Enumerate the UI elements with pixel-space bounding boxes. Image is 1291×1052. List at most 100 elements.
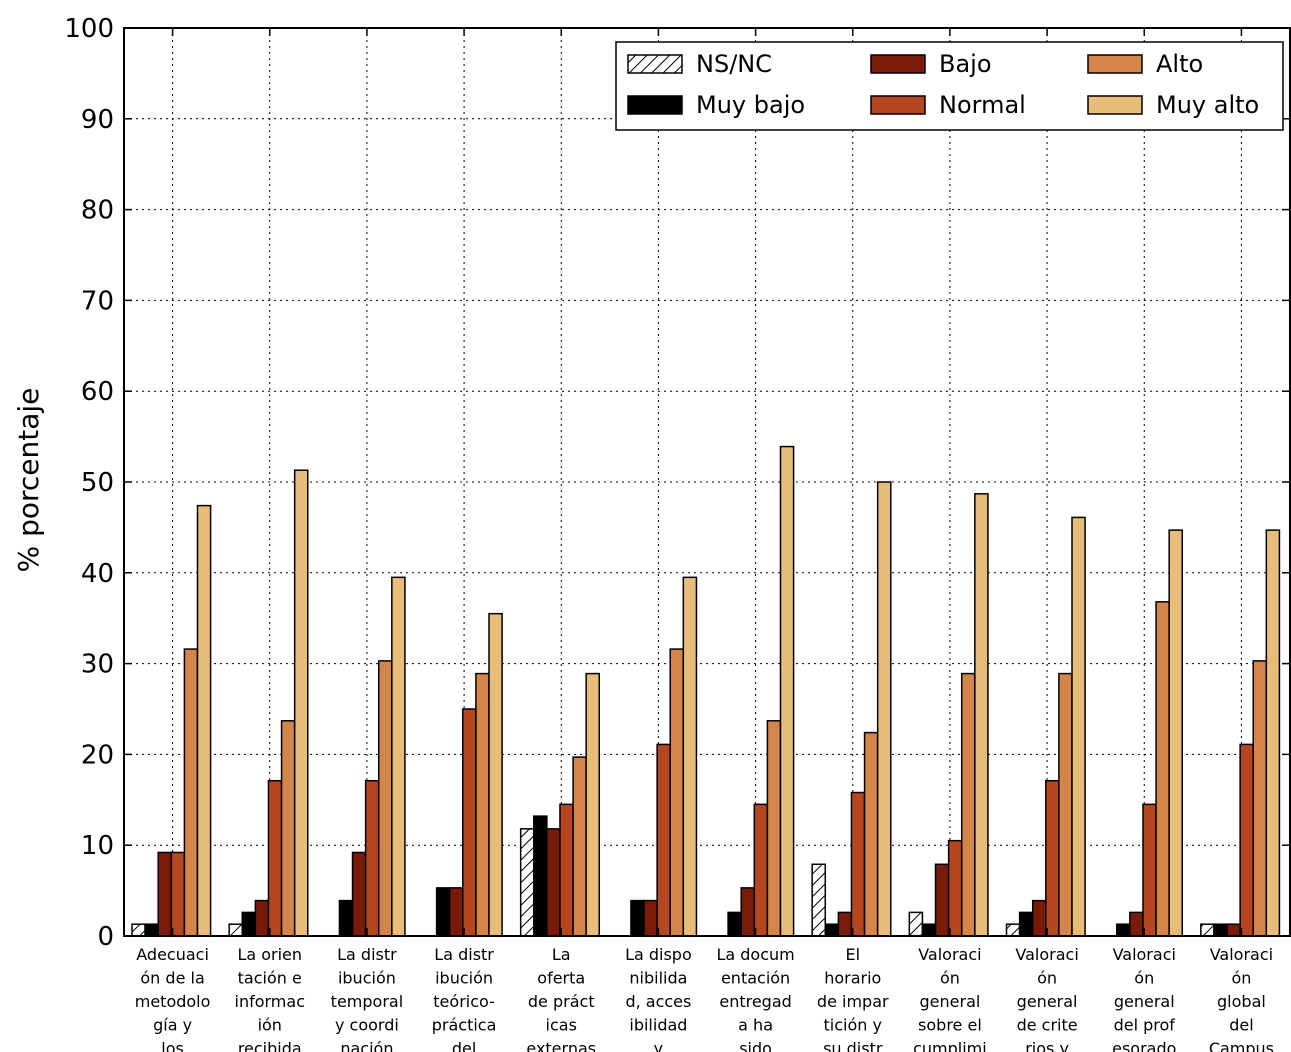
y-tick-label-20: 20 (81, 740, 114, 770)
x-category-label-4: La oferta de práct icas externas (526, 945, 596, 1052)
y-tick-label-30: 30 (81, 650, 114, 680)
bar-alto-6 (766, 720, 782, 937)
bar-alto-2 (377, 660, 393, 937)
bar-bajo-10 (1129, 911, 1144, 937)
bar-ns-nc-8 (908, 911, 924, 937)
x-category-label-6: La docum entación entregad a ha sido (716, 945, 794, 1052)
bar-muy-alto-11 (1265, 529, 1281, 937)
bar-normal-1 (267, 779, 283, 937)
bar-bajo-6 (740, 887, 756, 937)
y-tick-label-100: 100 (64, 14, 114, 44)
bar-alto-5 (669, 648, 685, 937)
legend-swatch-ns-nc (627, 54, 683, 74)
bar-alto-0 (183, 648, 199, 937)
y-tick-label-70: 70 (81, 286, 114, 316)
x-category-label-9: Valoraci ón general de crite rios y (1015, 945, 1078, 1052)
bar-bajo-2 (351, 851, 367, 937)
bar-muy-bajo-6 (727, 911, 742, 937)
bar-muy-bajo-1 (241, 911, 257, 937)
y-axis-ticks: 0 10 20 30 40 50 60 70 80 90 100 (64, 14, 1290, 952)
y-axis-label: % porcentaje (12, 388, 45, 573)
bar-muy-alto-7 (876, 481, 892, 937)
bar-alto-8 (960, 672, 976, 937)
x-category-label-10: Valoraci ón general del prof esorado (1112, 945, 1176, 1052)
y-tick-label-40: 40 (81, 559, 114, 589)
bar-bajo-8 (934, 863, 950, 937)
bar-muy-alto-3 (488, 612, 503, 937)
legend-label-bajo: Bajo (939, 50, 992, 78)
y-tick-label-80: 80 (81, 196, 114, 226)
bar-ns-nc-9 (1005, 923, 1021, 937)
bar-bajo-3 (448, 887, 464, 937)
legend-swatch-alto (1087, 54, 1143, 74)
bar-alto-10 (1155, 601, 1170, 937)
bar-alto-9 (1058, 672, 1073, 937)
bar-muy-alto-10 (1168, 529, 1184, 937)
bar-normal-3 (462, 708, 477, 937)
bar-muy-alto-9 (1071, 516, 1086, 937)
bar-muy-alto-4 (585, 672, 601, 937)
bar-muy-bajo-10 (1116, 923, 1131, 937)
bars (131, 445, 1281, 937)
bar-muy-alto-8 (974, 493, 989, 937)
bar-muy-bajo-2 (338, 899, 354, 937)
bar-ns-nc-7 (811, 863, 827, 937)
bar-muy-alto-0 (196, 504, 212, 937)
bar-muy-alto-5 (682, 576, 698, 937)
x-category-label-2: La distr ibución temporal y coordi nación (331, 945, 403, 1052)
legend-label-ns-nc: NS/NC (696, 50, 772, 78)
bar-muy-bajo-11 (1213, 923, 1228, 937)
bar-bajo-0 (157, 851, 173, 937)
bar-ns-nc-11 (1200, 923, 1215, 937)
bar-bajo-4 (546, 828, 561, 937)
bar-bajo-7 (837, 911, 853, 937)
x-category-label-7: El horario de impar tición y su distr (817, 945, 889, 1052)
bar-alto-3 (475, 672, 490, 937)
legend-swatch-normal (870, 95, 926, 115)
bar-alto-11 (1252, 660, 1268, 937)
bar-normal-11 (1239, 743, 1254, 937)
bar-normal-9 (1045, 779, 1060, 937)
x-category-label-0: Adecuaci ón de la metodolo gía y los (135, 945, 211, 1052)
legend-box (615, 41, 1284, 131)
legend-label-muy-bajo: Muy bajo (696, 91, 805, 119)
bar-ns-nc-4 (519, 828, 535, 937)
legend-label-muy-alto: Muy alto (1156, 91, 1259, 119)
bar-bajo-9 (1031, 899, 1047, 937)
legend-swatch-bajo (870, 54, 926, 74)
bar-normal-2 (364, 779, 380, 937)
x-category-label-11: Valoraci ón global del Campus (1209, 945, 1274, 1052)
bar-bajo-11 (1226, 923, 1241, 937)
legend-label-alto: Alto (1156, 50, 1203, 78)
legend-swatch-muy-alto (1087, 95, 1143, 115)
x-category-label-5: La dispo nibilida d, acces ibilidad y (625, 945, 692, 1052)
legend: NS/NC Muy bajo Bajo Normal Alto Muy alto (615, 41, 1284, 131)
bar-normal-6 (753, 803, 769, 937)
legend-swatch-muy-bajo (627, 95, 683, 115)
x-category-label-8: Valoraci ón general sobre el cumplimi (913, 945, 987, 1052)
y-tick-label-50: 50 (81, 468, 114, 498)
y-tick-label-60: 60 (81, 377, 114, 407)
bar-muy-bajo-7 (824, 923, 840, 937)
bar-muy-bajo-4 (533, 815, 548, 937)
bar-alto-4 (572, 756, 587, 937)
bar-muy-alto-6 (779, 445, 795, 937)
x-category-label-1: La orien tación e informac ión recibida (235, 945, 306, 1052)
bar-normal-8 (947, 839, 963, 937)
y-tick-label-10: 10 (81, 831, 114, 861)
bar-ns-nc-1 (228, 923, 244, 937)
bar-alto-1 (280, 720, 296, 937)
bar-normal-4 (559, 803, 574, 937)
bar-muy-alto-1 (293, 469, 309, 937)
bar-muy-bajo-8 (921, 923, 937, 937)
y-tick-label-0: 0 (97, 922, 114, 952)
bar-bajo-5 (643, 899, 658, 937)
y-tick-label-90: 90 (81, 105, 114, 135)
bar-muy-bajo-3 (435, 887, 451, 937)
bar-normal-10 (1142, 803, 1157, 937)
bar-muy-bajo-9 (1018, 911, 1034, 937)
bar-muy-bajo-0 (144, 923, 159, 937)
bar-bajo-1 (254, 899, 270, 937)
x-axis-category-labels: Adecuaci ón de la metodolo gía y los La orien… (135, 945, 1274, 1052)
